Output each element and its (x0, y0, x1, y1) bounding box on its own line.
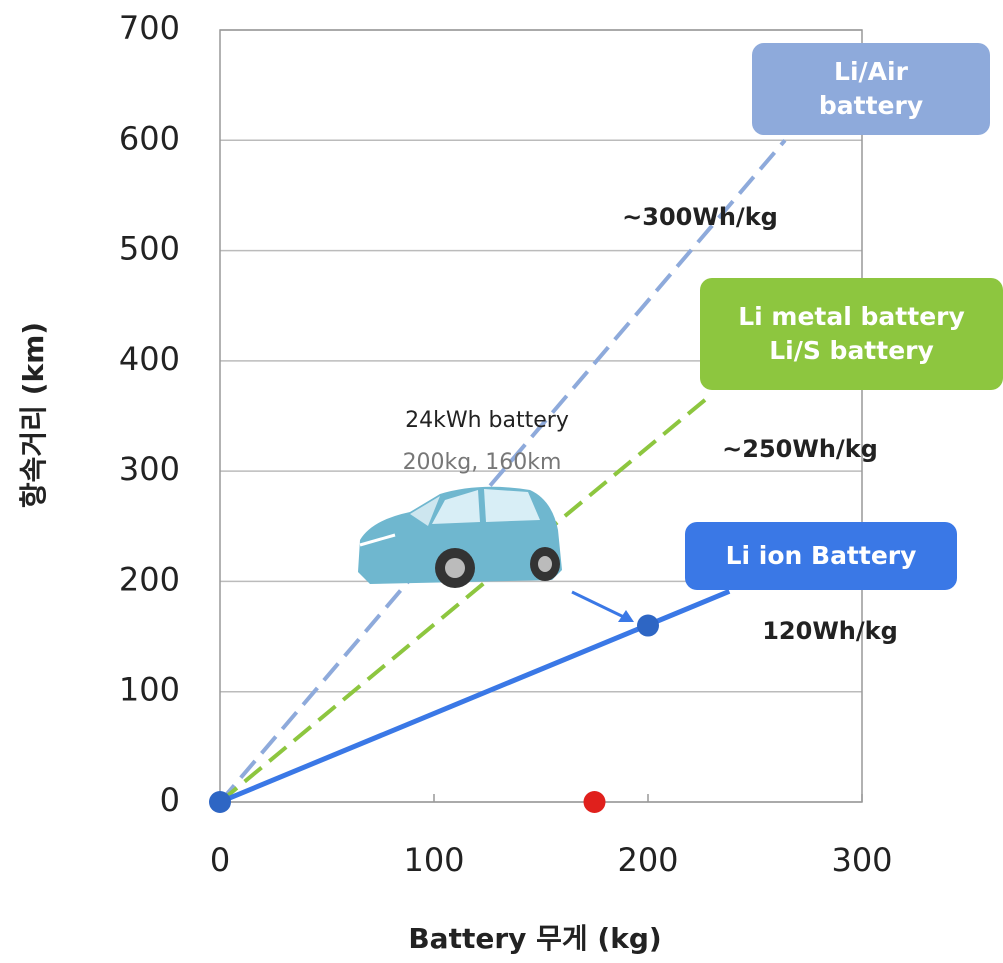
x-tick-label: 300 (831, 841, 892, 879)
x-tick-label: 100 (403, 841, 464, 879)
y-tick-label: 600 (119, 119, 180, 157)
rate-label: 120Wh/kg (762, 617, 898, 645)
legend-box: Li/Air battery (752, 43, 990, 135)
series-line (218, 392, 714, 804)
y-tick-label: 300 (119, 450, 180, 488)
y-tick-label: 100 (119, 671, 180, 709)
annotation: 24kWh battery (405, 408, 569, 433)
data-point (583, 791, 606, 813)
data-point (209, 791, 231, 813)
car-image (358, 486, 562, 588)
y-tick-label: 700 (119, 9, 180, 47)
annotation: 200kg, 160km (403, 450, 562, 475)
x-axis-label: Battery 무게 (kg) (408, 922, 661, 955)
arrow (571, 590, 634, 622)
legend-box: Li metal battery Li/S battery (700, 278, 1003, 390)
x-tick-label: 0 (210, 841, 230, 879)
y-tick-label: 200 (119, 560, 180, 598)
plot-frame (219, 29, 863, 803)
y-axis-label: 항속거리 (km) (17, 322, 50, 508)
data-point (637, 614, 659, 637)
rate-label: ~300Wh/kg (622, 203, 778, 231)
legend-box: Li ion Battery (685, 522, 957, 590)
x-tick-label: 200 (617, 841, 678, 879)
y-tick-label: 0 (160, 781, 180, 819)
y-tick-label: 500 (119, 230, 180, 268)
series-line (218, 138, 787, 804)
rate-label: ~250Wh/kg (722, 435, 878, 463)
y-tick-label: 400 (119, 340, 180, 378)
